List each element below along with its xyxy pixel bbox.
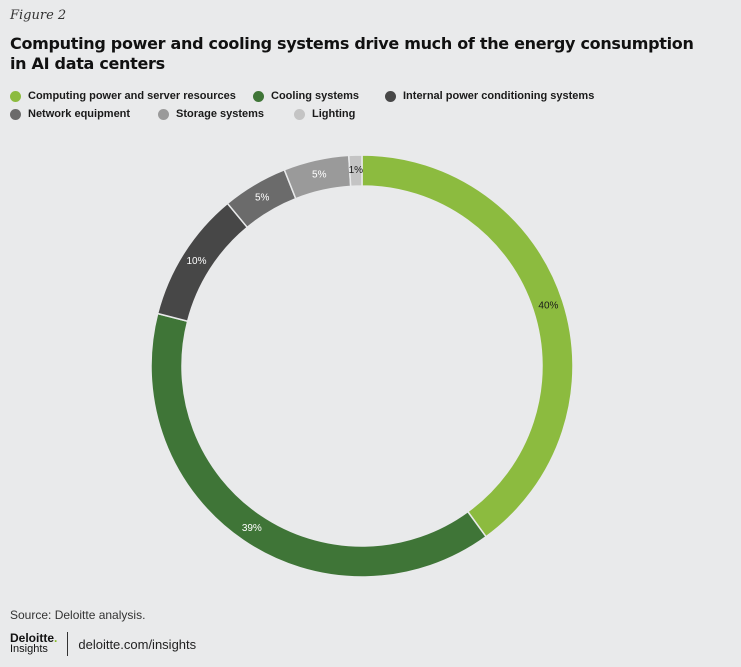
legend-label-computing: Computing power and server resources bbox=[28, 90, 236, 102]
legend-swatch-computing bbox=[10, 90, 21, 102]
chart-title: Computing power and cooling systems driv… bbox=[10, 34, 694, 73]
slice-label-network: 5% bbox=[255, 192, 270, 203]
slice-label-storage: 5% bbox=[312, 170, 327, 181]
legend-swatch-lighting bbox=[294, 108, 305, 120]
slice-label-power-conditioning: 10% bbox=[187, 256, 207, 267]
legend-swatch-cooling bbox=[253, 90, 264, 102]
legend-label-network: Network equipment bbox=[28, 108, 131, 120]
legend-label-power-conditioning: Internal power conditioning systems bbox=[403, 90, 595, 102]
legend-item-cooling: Cooling systems bbox=[253, 88, 359, 104]
logo-subtitle: Insights bbox=[10, 643, 48, 655]
legend-label-cooling: Cooling systems bbox=[271, 90, 360, 102]
slice-label-cooling: 39% bbox=[242, 523, 262, 534]
footer-divider bbox=[67, 632, 69, 656]
logo-wordmark: Deloitte. bbox=[10, 631, 58, 645]
donut-slice-cooling bbox=[150, 312, 488, 578]
legend-swatch-storage bbox=[158, 108, 169, 120]
legend-item-computing: Computing power and server resources bbox=[10, 88, 236, 104]
legend-label-lighting: Lighting bbox=[312, 108, 356, 120]
figure-label: Figure 2 bbox=[10, 8, 67, 23]
legend-label-storage: Storage systems bbox=[176, 108, 265, 120]
source-note: Source: Deloitte analysis. bbox=[10, 608, 146, 622]
deloitte-insights-logo: Deloitte. Insights bbox=[10, 631, 58, 655]
legend-item-network: Network equipment bbox=[10, 106, 130, 122]
footer-url-link[interactable]: deloitte.com/insights bbox=[78, 636, 197, 652]
legend: Computing power and server resources Coo… bbox=[10, 88, 730, 124]
donut-chart: 40% 39% 10% 5% 5% 1% bbox=[150, 154, 574, 578]
legend-item-power-conditioning: Internal power conditioning systems bbox=[385, 88, 594, 104]
legend-swatch-power-conditioning bbox=[385, 90, 396, 102]
slice-label-computing: 40% bbox=[538, 300, 558, 311]
slice-label-lighting: 1% bbox=[349, 165, 364, 176]
legend-row-2: Network equipment Storage systems Lighti… bbox=[10, 106, 730, 124]
footer: Deloitte. Insights deloitte.com/insights bbox=[10, 630, 196, 658]
legend-row-1: Computing power and server resources Coo… bbox=[10, 88, 730, 106]
donut-slice-lighting bbox=[347, 154, 363, 188]
legend-item-lighting: Lighting bbox=[294, 106, 355, 122]
donut-slice-computing bbox=[361, 154, 574, 538]
legend-swatch-network bbox=[10, 108, 21, 120]
legend-item-storage: Storage systems bbox=[158, 106, 264, 122]
